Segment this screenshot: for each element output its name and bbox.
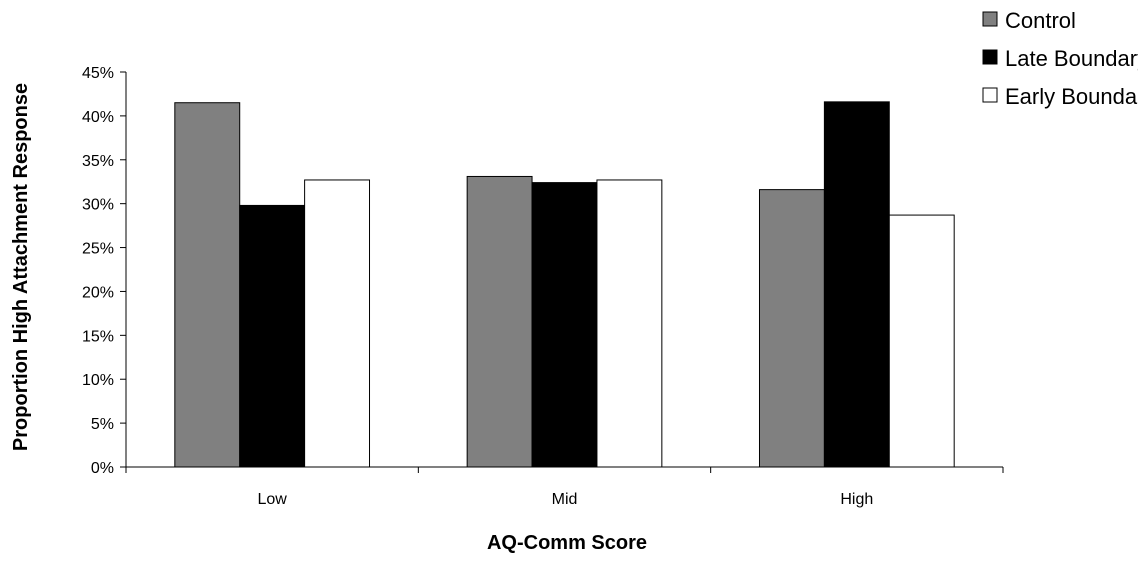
bar-early-boundary-high: [888, 214, 955, 468]
bar-control-low: [174, 102, 241, 468]
y-tick-label: 20%: [82, 284, 114, 301]
bar-early-boundary-low: [304, 179, 371, 468]
legend: Control Late Boundary Early Boundary: [982, 8, 1138, 109]
bars: [174, 101, 955, 468]
y-tick-label: 10%: [82, 372, 114, 389]
y-tick-label: 25%: [82, 241, 114, 258]
y-axis-title: Proportion High Attachment Response: [10, 83, 32, 451]
x-axis: Low Mid High: [125, 466, 1004, 508]
x-tick-label: High: [840, 491, 873, 508]
y-axis: 0% 5% 10% 15% 20% 25% 30% 35% 40% 45%: [82, 65, 127, 477]
y-tick-label: 40%: [82, 109, 114, 126]
bar-early-boundary-mid: [596, 179, 663, 468]
x-tick-label: Mid: [552, 491, 578, 508]
bar-control-high: [758, 189, 825, 468]
bar-late-boundary-mid: [531, 182, 598, 468]
legend-swatch: [982, 49, 998, 65]
y-tick-label: 35%: [82, 153, 114, 170]
legend-swatch: [982, 87, 998, 103]
y-tick-label: 5%: [91, 416, 114, 433]
legend-label: Control: [1005, 8, 1076, 33]
y-tick-label: 45%: [82, 65, 114, 82]
y-tick-label: 15%: [82, 328, 114, 345]
y-tick-label: 0%: [91, 460, 114, 477]
bar-control-mid: [466, 175, 533, 468]
legend-swatch: [982, 11, 998, 27]
bar-late-boundary-high: [823, 101, 890, 468]
x-axis-title: AQ-Comm Score: [487, 532, 647, 554]
y-tick-label: 30%: [82, 197, 114, 214]
legend-label: Early Boundary: [1005, 84, 1138, 109]
legend-label: Late Boundary: [1005, 46, 1138, 71]
bar-late-boundary-low: [239, 204, 306, 468]
x-tick-label: Low: [257, 491, 287, 508]
